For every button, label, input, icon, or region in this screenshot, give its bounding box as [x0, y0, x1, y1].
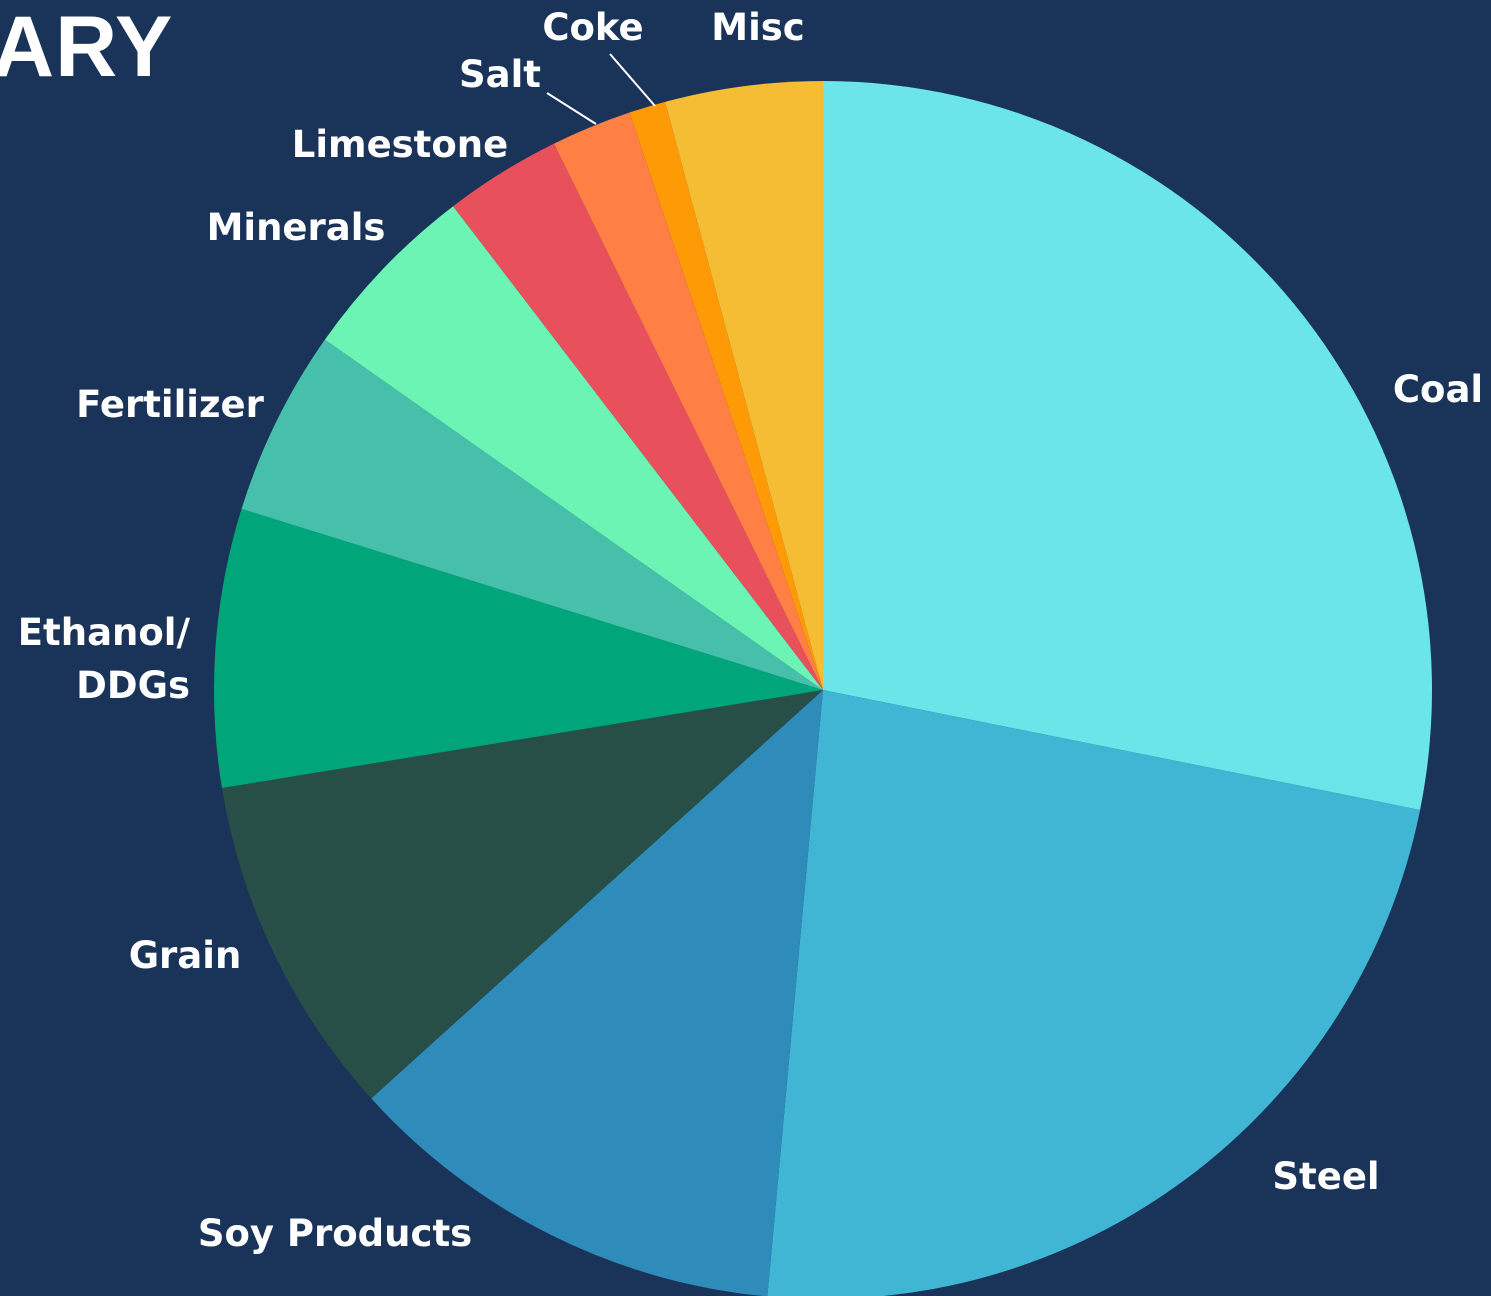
pie-label-minerals: Minerals	[207, 206, 386, 249]
pie-label-soy-products: Soy Products	[198, 1212, 472, 1255]
pie-slice-misc	[665, 81, 823, 690]
pie-slice-steel	[767, 690, 1421, 1296]
pie-label-salt: Salt	[459, 53, 541, 96]
pie-slice-fertilizer	[241, 339, 824, 690]
pie-slices	[213, 81, 1432, 1296]
leader-lines	[546, 53, 656, 125]
pie-label-coal: Coal	[1393, 368, 1483, 411]
pie-label-coke: Coke	[542, 6, 643, 49]
pie-label-steel: Steel	[1272, 1155, 1379, 1198]
pie-slice-coal	[823, 81, 1432, 810]
pie-label-misc: Misc	[711, 6, 804, 49]
pie-slice-grain	[221, 690, 823, 1099]
pie-slice-soy-products	[371, 690, 823, 1296]
pie-label-grain: Grain	[129, 934, 242, 977]
pie-slice-ethanol-ddgs	[213, 508, 824, 789]
leader-line-salt	[546, 92, 597, 125]
pie-slice-limestone	[453, 143, 823, 690]
slide-title: ARY	[0, 0, 174, 95]
pie-label-limestone: Limestone	[292, 123, 508, 166]
pie-label-ethanol-ddgs: Ethanol/DDGs	[18, 611, 191, 707]
pie-labels: Coal Steel Soy Products Grain Ethanol/DDGs Fe…	[18, 6, 1483, 1255]
pie-slice-salt	[553, 112, 823, 691]
pie-label-fertilizer: Fertilizer	[76, 383, 264, 426]
leader-line-coke	[609, 53, 656, 107]
pie-slice-coke	[629, 101, 823, 690]
pie-slice-minerals	[324, 206, 823, 690]
